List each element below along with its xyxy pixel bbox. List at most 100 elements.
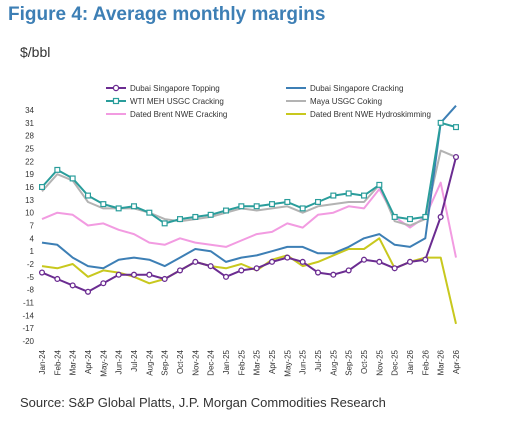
x-tick-label: Feb-25 xyxy=(237,349,246,375)
y-tick-label: 19 xyxy=(25,170,34,179)
data-point xyxy=(361,192,368,199)
y-tick-label: -20 xyxy=(22,337,34,346)
x-tick-label: Mar-24 xyxy=(69,349,78,375)
x-tick-label: Jun-24 xyxy=(115,349,124,374)
x-tick-label: Jul-25 xyxy=(314,349,323,371)
data-point xyxy=(299,205,306,212)
legend-entry: Dubai Singapore Topping xyxy=(130,84,220,93)
data-point xyxy=(130,271,138,278)
y-tick-label: 4 xyxy=(30,234,35,243)
x-tick-label: Dec-25 xyxy=(391,349,400,375)
data-point xyxy=(437,213,444,220)
x-tick-label: Jan-24 xyxy=(38,349,47,374)
source-note: Source: S&P Global Platts, J.P. Morgan C… xyxy=(20,395,386,410)
data-point xyxy=(360,256,368,263)
y-tick-label: 31 xyxy=(25,119,34,128)
x-tick-label: Jan-26 xyxy=(406,349,415,374)
series-line-wti-meh-usgc-cracking xyxy=(41,121,457,225)
x-tick-label: Nov-24 xyxy=(191,349,200,375)
x-tick-label: Dec-24 xyxy=(207,349,216,375)
x-tick-label: Apr-26 xyxy=(452,349,461,374)
data-point xyxy=(345,190,352,197)
data-point xyxy=(315,198,322,205)
data-point xyxy=(391,213,398,220)
y-axis: 34 31 28 25 22 19 16 13 10 7 4 1 -2 -5 -8 -11 -14 -17 -20 xyxy=(22,106,34,346)
data-point xyxy=(391,265,398,272)
x-tick-label: Mar-26 xyxy=(437,349,446,375)
legend-marker xyxy=(112,97,120,105)
data-point xyxy=(54,275,61,283)
data-point xyxy=(376,258,383,265)
legend-entry: WTI MEH USGC Cracking xyxy=(130,97,224,106)
data-point xyxy=(314,269,322,276)
plot-area xyxy=(38,105,460,325)
x-tick-label: Aug-24 xyxy=(145,349,154,375)
data-point xyxy=(269,201,276,208)
data-point xyxy=(84,288,92,295)
chart-title: Figure 4: Average monthly margins xyxy=(8,4,326,25)
data-point xyxy=(146,209,153,216)
data-point xyxy=(161,220,168,227)
y-tick-label: -14 xyxy=(22,311,34,320)
data-point xyxy=(115,205,122,212)
data-point xyxy=(238,203,245,210)
data-point xyxy=(284,198,291,205)
data-point xyxy=(406,258,414,265)
y-tick-label: 22 xyxy=(25,157,34,166)
data-point xyxy=(161,275,168,283)
data-point xyxy=(69,282,76,289)
legend-marker xyxy=(112,84,120,92)
data-point xyxy=(54,166,61,173)
legend-entry: Maya USGC Coking xyxy=(310,97,382,106)
data-point xyxy=(69,175,76,182)
data-point xyxy=(100,280,107,287)
y-tick-label: 25 xyxy=(25,145,34,154)
x-tick-label: May-25 xyxy=(283,349,292,376)
data-point xyxy=(345,267,352,274)
y-tick-label: -17 xyxy=(22,324,34,333)
x-tick-label: Nov-25 xyxy=(375,349,384,375)
legend-entry: Dated Brent NWE Hydroskimming xyxy=(310,110,431,119)
x-tick-label: Sep-24 xyxy=(161,349,170,375)
data-point xyxy=(177,216,184,223)
data-point xyxy=(146,271,153,278)
data-point xyxy=(176,267,184,274)
x-tick-label: Jun-25 xyxy=(299,349,308,374)
data-point xyxy=(437,119,444,126)
x-axis: Jan-24 Feb-24 Mar-24 Apr-24 May-24 Jun-24 Jul-… xyxy=(38,349,461,376)
x-tick-label: Oct-25 xyxy=(360,349,369,374)
x-tick-label: Oct-24 xyxy=(176,349,185,374)
data-point xyxy=(330,192,337,199)
legend: Dubai Singapore Topping Dubai Singapore C… xyxy=(106,84,431,119)
series-line-dubai-singapore-topping xyxy=(41,156,457,293)
y-tick-label: -8 xyxy=(27,286,35,295)
x-tick-label: Aug-25 xyxy=(329,349,338,375)
data-point xyxy=(238,267,245,274)
data-point xyxy=(222,273,230,280)
data-point xyxy=(452,154,460,161)
data-point xyxy=(38,269,46,276)
data-point xyxy=(84,192,91,199)
data-point xyxy=(100,201,107,208)
y-tick-label: 13 xyxy=(25,196,34,205)
data-point xyxy=(207,263,214,270)
data-point xyxy=(223,207,230,214)
series-line-dated-brent-nwe-hydroskimming xyxy=(41,237,457,325)
legend-entry: Dated Brent NWE Cracking xyxy=(130,110,227,119)
data-point xyxy=(453,124,460,131)
x-tick-label: Jul-24 xyxy=(130,349,139,371)
data-point xyxy=(330,271,337,278)
data-point xyxy=(407,216,414,223)
data-point xyxy=(253,203,260,210)
data-point xyxy=(38,184,45,191)
x-tick-label: Feb-24 xyxy=(53,349,62,375)
y-tick-label: 7 xyxy=(30,222,35,231)
data-point xyxy=(299,258,306,265)
y-tick-label: -11 xyxy=(23,299,35,308)
data-point xyxy=(192,213,199,220)
series-line-dubai-singapore-cracking xyxy=(41,105,457,270)
x-tick-label: May-24 xyxy=(99,349,108,376)
y-axis-unit-label: $/bbl xyxy=(20,44,51,60)
y-tick-label: -5 xyxy=(27,273,35,282)
